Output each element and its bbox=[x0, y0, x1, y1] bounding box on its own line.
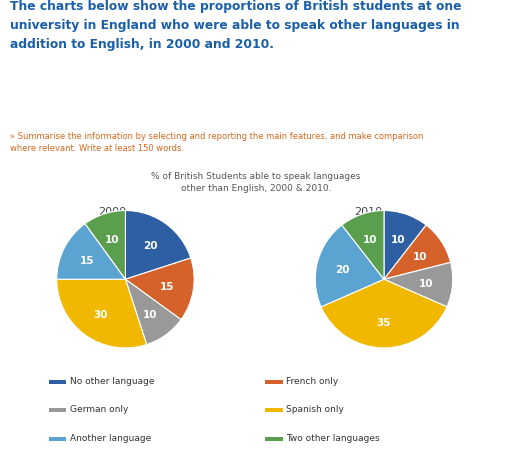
Wedge shape bbox=[125, 211, 191, 280]
FancyBboxPatch shape bbox=[49, 408, 67, 412]
Text: 10: 10 bbox=[391, 235, 405, 244]
Text: 20: 20 bbox=[143, 240, 158, 250]
Wedge shape bbox=[315, 226, 384, 307]
Text: 2000: 2000 bbox=[99, 207, 126, 217]
Text: No other language: No other language bbox=[70, 376, 154, 385]
FancyBboxPatch shape bbox=[49, 437, 67, 441]
Text: Spanish only: Spanish only bbox=[286, 404, 344, 413]
Text: Two other languages: Two other languages bbox=[286, 433, 380, 442]
Text: 15: 15 bbox=[80, 255, 95, 265]
Text: French only: French only bbox=[286, 376, 338, 385]
Text: 10: 10 bbox=[143, 309, 158, 319]
Text: » Summarise the information by selecting and reporting the main features, and ma: » Summarise the information by selecting… bbox=[10, 132, 423, 152]
Text: The charts below show the proportions of British students at one
university in E: The charts below show the proportions of… bbox=[10, 0, 462, 51]
Text: 35: 35 bbox=[377, 317, 391, 327]
Text: 15: 15 bbox=[160, 281, 175, 291]
FancyBboxPatch shape bbox=[49, 380, 67, 384]
FancyBboxPatch shape bbox=[265, 408, 283, 412]
FancyBboxPatch shape bbox=[265, 380, 283, 384]
Text: 10: 10 bbox=[363, 235, 377, 244]
Wedge shape bbox=[342, 211, 384, 280]
Text: Another language: Another language bbox=[70, 433, 151, 442]
Wedge shape bbox=[384, 211, 426, 280]
Wedge shape bbox=[384, 226, 451, 280]
Wedge shape bbox=[57, 224, 125, 280]
Text: 20: 20 bbox=[335, 264, 350, 274]
Wedge shape bbox=[125, 258, 194, 320]
Wedge shape bbox=[384, 263, 453, 307]
Wedge shape bbox=[125, 280, 181, 345]
Text: 10: 10 bbox=[419, 278, 434, 288]
Text: German only: German only bbox=[70, 404, 128, 413]
Wedge shape bbox=[321, 280, 447, 348]
Text: 10: 10 bbox=[105, 234, 119, 244]
Text: 2010: 2010 bbox=[355, 207, 382, 217]
Wedge shape bbox=[57, 280, 146, 348]
Text: 10: 10 bbox=[412, 251, 427, 262]
Text: 30: 30 bbox=[93, 309, 108, 319]
Text: % of British Students able to speak languages
other than English, 2000 & 2010.: % of British Students able to speak lang… bbox=[152, 171, 360, 192]
Wedge shape bbox=[85, 211, 125, 280]
FancyBboxPatch shape bbox=[265, 437, 283, 441]
